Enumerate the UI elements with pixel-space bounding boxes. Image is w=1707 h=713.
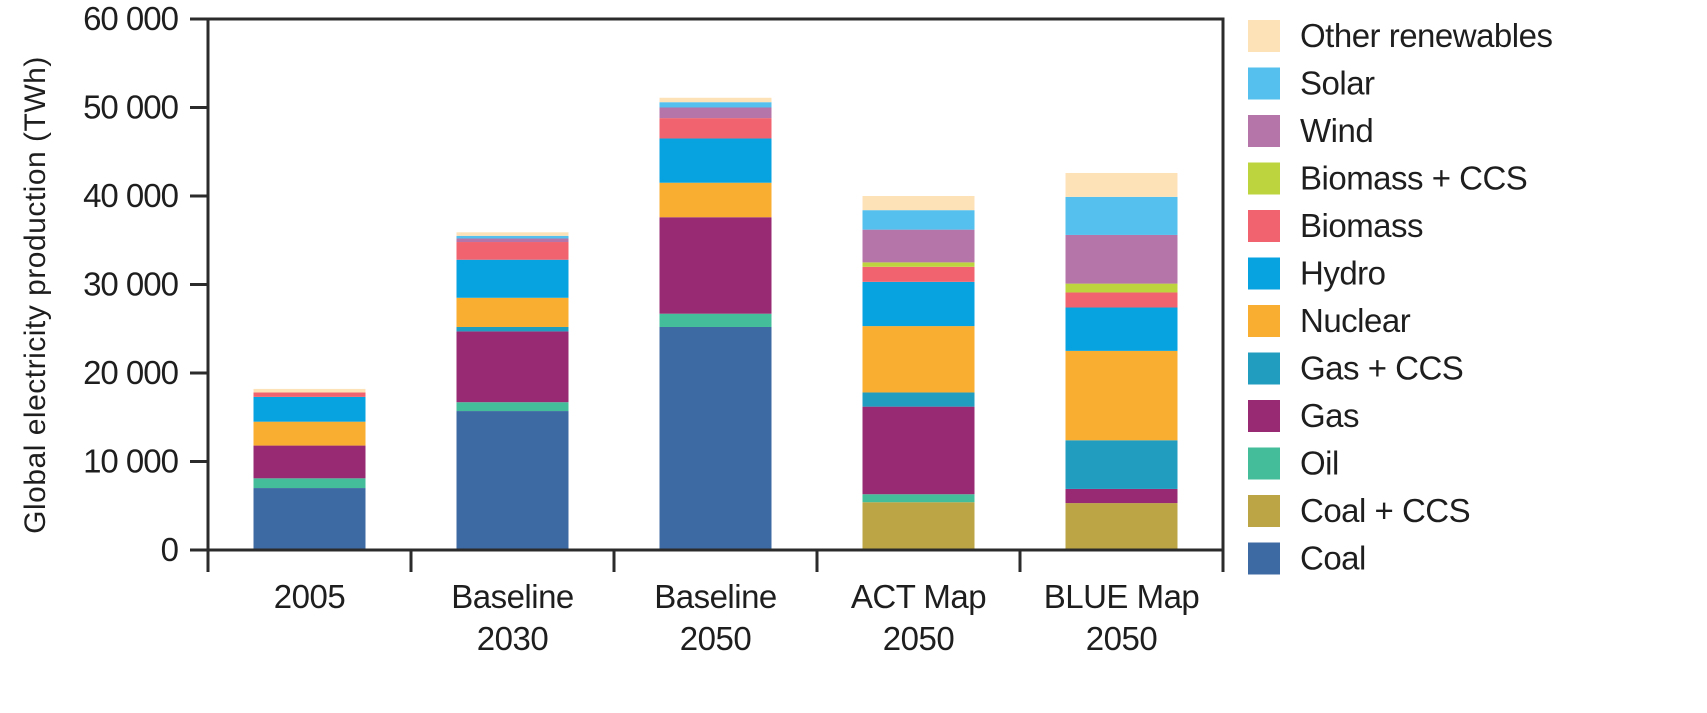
x-category-label: ACT Map [851, 578, 986, 615]
bar-segment-coal [253, 488, 366, 550]
y-tick-label: 0 [161, 531, 179, 568]
bar-segment-coal [456, 411, 569, 550]
bar-segment-hydro [862, 281, 975, 327]
y-axis-title: Global electricity production (TWh) [19, 56, 52, 534]
legend-swatch [1248, 67, 1280, 100]
bar-segment-gas [253, 445, 366, 479]
bar-segment-hydro [253, 396, 366, 422]
y-tick-label: 10 000 [83, 443, 179, 480]
bar-segment-other-renewables [253, 388, 366, 393]
bar-segment-biomass-ccs [862, 262, 975, 267]
bar-segment-biomass-ccs [1065, 283, 1178, 293]
legend: Other renewables Solar Wind Biomass + CCS Bi… [1248, 17, 1553, 577]
bar-segment-coal [659, 326, 772, 550]
bar-segment-hydro [1065, 307, 1178, 351]
legend-label: Solar [1300, 65, 1375, 102]
bar-segment-oil [456, 402, 569, 412]
bar-segment-nuclear [253, 421, 366, 446]
bars-group [253, 97, 1178, 550]
bar-segment-gas-ccs [456, 326, 569, 332]
legend-label: Other renewables [1300, 17, 1552, 54]
bar-segment-biomass [253, 392, 366, 397]
bar-segment-biomass [862, 266, 975, 282]
y-tick-label: 40 000 [83, 177, 179, 214]
bar-segment-solar [659, 102, 772, 108]
legend-swatch [1248, 400, 1280, 432]
bar-segment-nuclear [659, 182, 772, 218]
bar-segment-wind [659, 107, 772, 119]
legend-label: Oil [1300, 445, 1339, 482]
bar-segment-oil [253, 478, 366, 489]
bar-segment-gas [659, 217, 772, 314]
bar-segment-nuclear [1065, 350, 1178, 441]
y-axis-ticks: 0 10 000 20 000 30 000 40 000 50 000 60 000 [83, 0, 208, 568]
bar-segment-solar [1065, 196, 1178, 235]
legend-swatch [1248, 162, 1280, 195]
bar-segment-other-renewables [456, 232, 569, 236]
y-tick-label: 30 000 [83, 266, 179, 303]
bar-segment-coal-ccs [1065, 503, 1178, 550]
legend-label: Coal + CCS [1300, 492, 1470, 529]
x-category-label: Baseline [654, 578, 777, 615]
legend-label: Hydro [1300, 255, 1386, 292]
bar-segment-gas [1065, 488, 1178, 504]
bar-segment-oil [862, 494, 975, 503]
legend-label: Nuclear [1300, 302, 1411, 339]
plot-frame [206, 17, 1225, 552]
bar-segment-gas [862, 406, 975, 495]
legend-swatch [1248, 115, 1280, 147]
x-category-label-line2: 2050 [883, 620, 955, 657]
y-tick-label: 60 000 [83, 0, 179, 37]
bar-segment-hydro [659, 138, 772, 183]
legend-label: Biomass [1300, 207, 1423, 244]
bar-segment-other-renewables [862, 196, 975, 211]
bar-segment-other-renewables [1065, 172, 1178, 197]
bar-segment-gas [456, 331, 569, 403]
bar-segment-wind [456, 238, 569, 243]
legend-swatch [1248, 352, 1280, 385]
legend-label: Gas [1300, 397, 1359, 434]
x-axis-labels: 2005 Baseline 2030 Baseline 2050 ACT Map 2050 B… [206, 550, 1225, 657]
x-category-label: BLUE Map [1044, 578, 1200, 615]
bar-segment-wind [1065, 234, 1178, 284]
bar-segment-solar [456, 235, 569, 239]
legend-label: Wind [1300, 112, 1373, 149]
bar-segment-gas-ccs [1065, 440, 1178, 489]
y-tick-label: 20 000 [83, 354, 179, 391]
legend-swatch [1248, 20, 1280, 52]
legend-swatch [1248, 495, 1280, 527]
bar-segment-biomass [659, 118, 772, 139]
bar-segment-hydro [456, 259, 569, 298]
x-category-label-line2: 2030 [477, 620, 549, 657]
legend-swatch [1248, 447, 1280, 480]
legend-swatch [1248, 257, 1280, 290]
x-category-label-line2: 2050 [1086, 620, 1158, 657]
bar-segment-wind [862, 229, 975, 263]
bar-segment-gas-ccs [862, 392, 975, 407]
bar-segment-nuclear [862, 326, 975, 393]
bar-segment-solar [862, 210, 975, 230]
x-category-label-line2: 2050 [680, 620, 752, 657]
legend-label: Coal [1300, 540, 1366, 577]
bar-segment-other-renewables [659, 97, 772, 103]
bar-segment-nuclear [456, 297, 569, 327]
legend-swatch [1248, 305, 1280, 337]
bar-segment-biomass [456, 242, 569, 260]
bar-segment-biomass [1065, 292, 1178, 308]
x-category-label: Baseline [451, 578, 574, 615]
legend-label: Biomass + CCS [1300, 160, 1527, 197]
y-tick-label: 50 000 [83, 89, 179, 126]
legend-swatch [1248, 542, 1280, 575]
legend-swatch [1248, 210, 1280, 242]
legend-label: Gas + CCS [1300, 350, 1463, 387]
bar-segment-oil [659, 313, 772, 327]
bar-segment-coal-ccs [862, 502, 975, 550]
x-category-label: 2005 [274, 578, 345, 615]
